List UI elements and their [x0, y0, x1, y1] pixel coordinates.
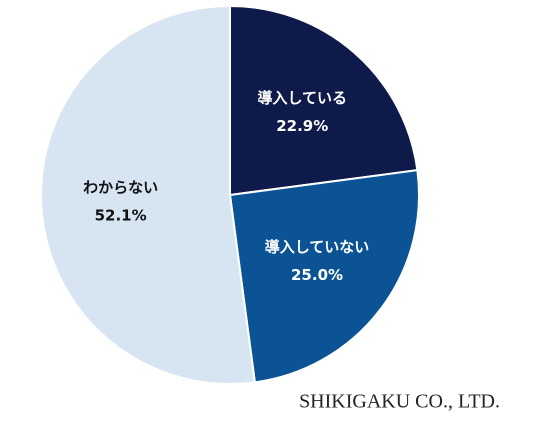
- slice-category-label: 導入している: [257, 89, 347, 107]
- slice-category-label: わからない: [83, 179, 158, 197]
- pie-slice: [40, 4, 256, 385]
- slice-category-label: 導入していない: [265, 238, 370, 256]
- pie-slice: [228, 169, 420, 384]
- pie-slice: [229, 4, 419, 197]
- slice-value-label: 52.1%: [95, 207, 147, 225]
- credit: SHIKIGAKU CO., LTD.: [299, 391, 500, 413]
- slice-value-label: 25.0%: [291, 266, 343, 284]
- slice-value-label: 22.9%: [276, 117, 328, 135]
